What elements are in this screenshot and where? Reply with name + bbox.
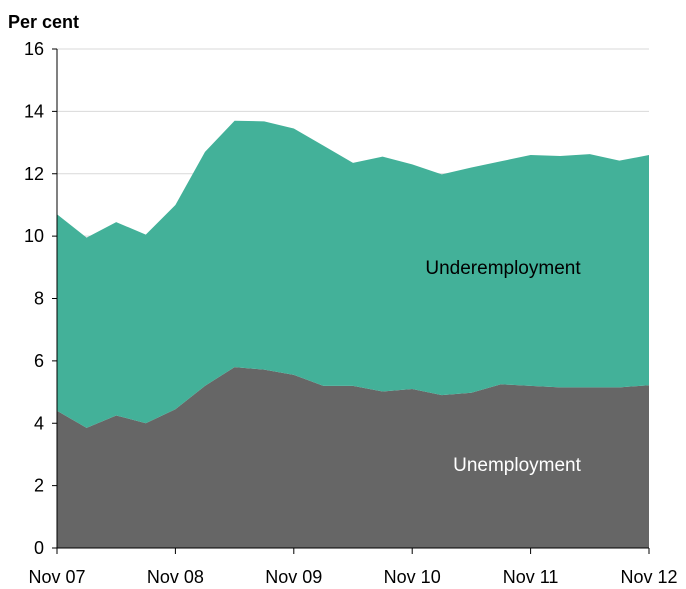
x-tick-label: Nov 11: [503, 567, 559, 587]
area-unemployment: [57, 367, 649, 548]
y-unit-label: Per cent: [8, 12, 79, 32]
x-tick-label: Nov 08: [147, 567, 204, 587]
area-underemployment: [57, 120, 649, 428]
y-tick-label: 12: [24, 164, 44, 184]
y-tick-label: 16: [24, 39, 44, 59]
series-label-unemployment: Unemployment: [453, 455, 581, 476]
series-label-underemployment: Underemployment: [425, 258, 581, 279]
y-tick-label: 14: [24, 101, 44, 121]
y-tick-label: 8: [34, 289, 44, 309]
y-tick-label: 2: [34, 476, 44, 496]
y-tick-label: 4: [34, 413, 44, 433]
x-tick-label: Nov 09: [265, 567, 322, 587]
x-tick-label: Nov 10: [384, 567, 441, 587]
x-tick-label: Nov 07: [28, 567, 85, 587]
y-tick-label: 10: [24, 226, 44, 246]
areas: [57, 120, 649, 548]
y-tick-label: 6: [34, 351, 44, 371]
labels: Per cent Underemployment Unemployment: [8, 12, 582, 476]
y-tick-label: 0: [34, 538, 44, 558]
x-tick-label: Nov 12: [620, 567, 677, 587]
axes: 0 2 4 6 8 10 12 14 16 Nov 07 Nov 08 Nov 09 Nov 10 Nov…: [24, 39, 678, 587]
